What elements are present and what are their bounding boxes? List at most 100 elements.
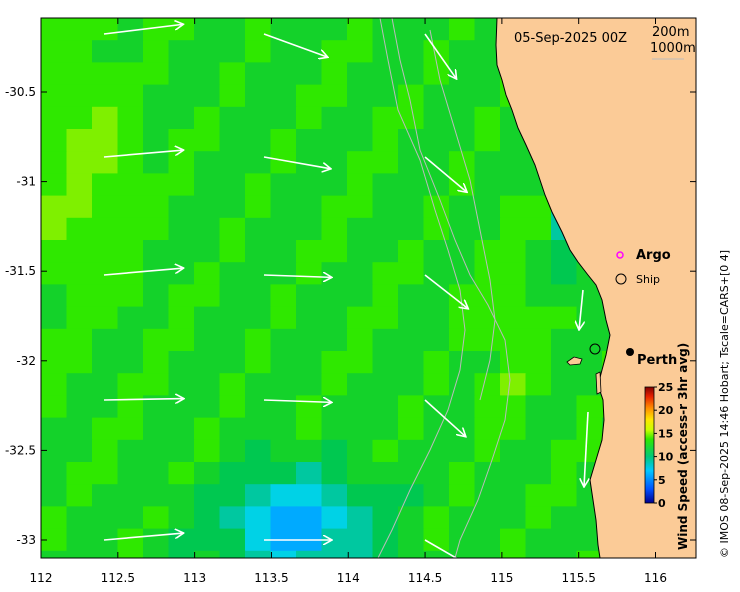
grid-cell [525,528,552,552]
colorbar [644,386,655,504]
grid-cell [398,306,425,330]
x-tick-label: 112 [30,571,53,585]
grid-cell [270,439,297,463]
grid-cell [551,528,578,552]
grid-cell [245,129,272,152]
grid-cell [168,106,195,130]
grid-cell [347,506,374,530]
wind-arrow [424,274,468,309]
grid-cell [245,62,272,86]
grid-cell [296,173,323,197]
grid-cell [219,306,246,330]
isobath-1000m [377,18,466,558]
grid-cell [194,106,221,130]
grid-cell [41,328,68,352]
grid-cell [500,262,527,285]
grid-cell [449,240,476,263]
grid-cell [347,173,374,197]
grid-cell [41,40,68,63]
grid-cell [41,84,68,108]
grid-cell [168,151,195,174]
grid-cell [500,528,527,552]
grid-cell [398,217,425,241]
grid-cell [66,84,93,108]
grid-cell [474,240,501,263]
grid-cell [194,129,221,152]
grid-cell [525,262,552,285]
colorbar-tick-label: 25 [658,381,673,394]
grid-cell [245,373,272,396]
grid-cell [500,195,527,219]
grid-cell [92,18,119,41]
grid-cell [449,351,476,374]
grid-cell [372,506,399,530]
grid-cell [296,550,323,558]
wind-arrow [263,275,332,277]
grid-cell [449,306,476,330]
grid-cell [92,550,119,558]
grid-cell [143,262,170,285]
grid-cell [270,351,297,374]
grid-cell [321,84,348,108]
grid-cell [296,195,323,219]
grid-cell [423,506,450,530]
grid-cell [143,84,170,108]
grid-cell [245,240,272,263]
grid-cell [474,550,501,558]
grid-cell [398,173,425,197]
ship-marker[interactable] [615,273,627,285]
grid-cell [143,351,170,374]
grid-cell [143,18,170,41]
ship-label: Ship [636,273,660,286]
grid-cell [321,217,348,241]
grid-cell [500,129,527,152]
grid-cell [449,484,476,507]
grid-cell [66,462,93,485]
grid-cell [398,195,425,219]
ship-position[interactable] [589,343,601,355]
grid-cell [321,506,348,530]
contour-label-1000m: 1000m [650,41,696,56]
wind-arrow [424,399,466,437]
grid-cell [474,395,501,419]
grid-cell [500,462,527,485]
argo-marker[interactable] [616,251,624,259]
grid-cell [423,62,450,86]
grid-cell [449,439,476,463]
grid-cell [245,151,272,174]
grid-cell [194,550,221,558]
grid-cell [66,506,93,530]
grid-cell [117,417,144,441]
grid-cell [525,217,552,241]
grid-cell [500,373,527,396]
grid-cell [474,528,501,552]
grid-cell [296,484,323,507]
grid-cell [474,106,501,130]
grid-cell [117,506,144,530]
grid-cell [41,506,68,530]
grid-cell [347,373,374,396]
grid-cell [423,328,450,352]
grid-cell [168,328,195,352]
grid-cell [117,284,144,308]
grid-cell [270,18,297,41]
grid-cell [117,262,144,285]
grid-cell [398,351,425,374]
grid-cell [500,328,527,352]
grid-cell [245,328,272,352]
grid-cell [219,506,246,530]
grid-cell [321,40,348,63]
grid-cell [219,40,246,63]
grid-cell [500,240,527,263]
grid-cell [347,151,374,174]
wind-arrow [424,539,458,558]
perth-marker[interactable] [626,348,634,356]
grid-cell [66,240,93,263]
grid-cell [500,484,527,507]
grid-cell [474,373,501,396]
grid-cell [296,306,323,330]
grid-cell [423,484,450,507]
grid-cell [347,217,374,241]
grid-cell [576,417,603,441]
